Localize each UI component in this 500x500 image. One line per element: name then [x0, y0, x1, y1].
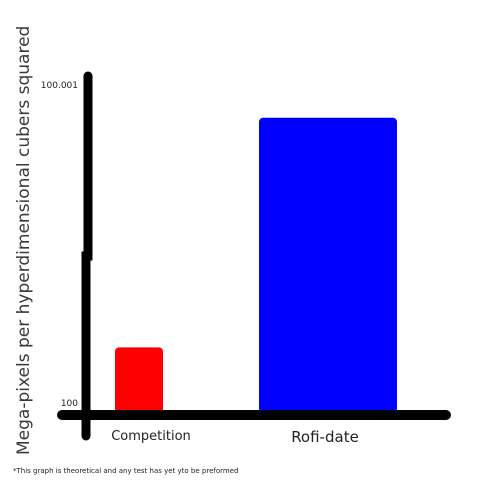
y-tick-label-min: 100 — [61, 399, 78, 409]
x-tick-label-competition: Competition — [111, 429, 191, 444]
bar-rofi-date — [259, 117, 397, 414]
bars-group — [115, 117, 397, 414]
y-axis-line — [81, 71, 93, 441]
x-tick-label-rofi-date: Rofi-date — [291, 428, 359, 446]
bar-competition — [115, 347, 163, 413]
y-axis-title: Mega-pixels per hyperdimensional cubers … — [14, 26, 34, 455]
chart-footnote: *This graph is theoretical and any test … — [13, 467, 238, 475]
y-tick-label-max: 100.001 — [41, 81, 78, 91]
